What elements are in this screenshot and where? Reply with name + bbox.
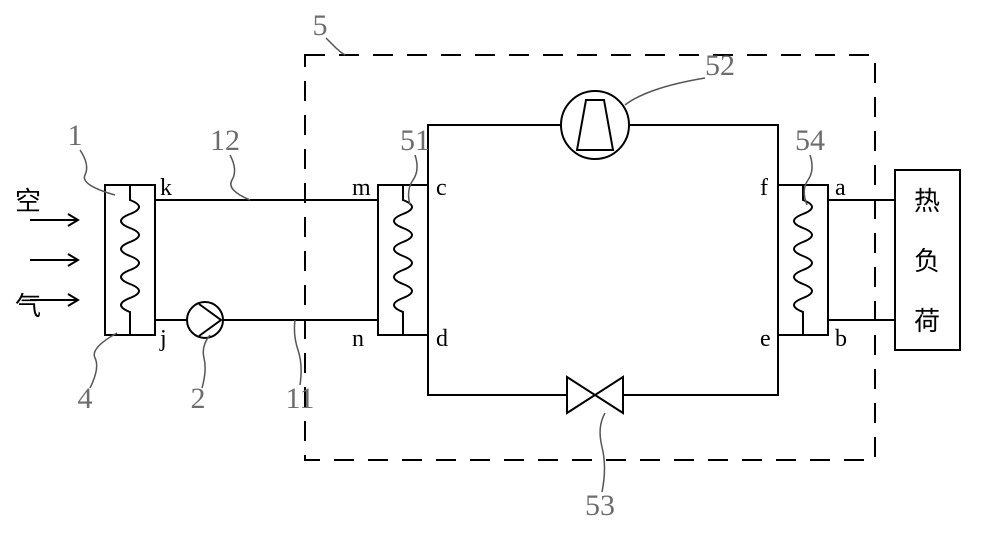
compressor (561, 91, 629, 159)
callout-4: 4 (78, 333, 118, 415)
port-d: d (436, 326, 448, 352)
wire-valve-e (623, 320, 778, 395)
port-c: c (436, 175, 447, 201)
port-m: m (352, 175, 371, 201)
diagram-canvas: 热 负 荷 空 气 (0, 0, 1000, 541)
port-e: e (760, 326, 771, 352)
svg-text:53: 53 (585, 489, 615, 522)
air-label-bot: 气 (15, 292, 41, 321)
callout-53: 53 (585, 413, 615, 522)
hx-right (778, 185, 828, 335)
callout-52: 52 (625, 49, 735, 105)
svg-text:54: 54 (795, 124, 825, 157)
callout-5: 5 (313, 9, 346, 55)
callout-51: 51 (400, 124, 430, 205)
load-label-3: 荷 (914, 307, 940, 336)
air-label-top: 空 (15, 187, 41, 216)
port-b: b (835, 326, 847, 352)
callout-12: 12 (210, 124, 250, 200)
callout-54: 54 (795, 124, 825, 205)
wire-c-compressor (428, 125, 561, 200)
load-label-1: 热 (914, 187, 940, 216)
port-j: j (159, 326, 167, 352)
load-label-2: 负 (914, 247, 940, 276)
air-inlet: 空 气 (15, 187, 78, 321)
port-a: a (835, 175, 846, 201)
svg-text:51: 51 (400, 124, 430, 157)
svg-text:12: 12 (210, 124, 240, 157)
port-f: f (760, 175, 768, 201)
svg-text:1: 1 (68, 119, 83, 152)
svg-text:11: 11 (286, 382, 315, 415)
port-n: n (352, 326, 364, 352)
valve (567, 377, 623, 413)
load-box: 热 负 荷 (895, 170, 960, 350)
wire-d-valve (428, 320, 567, 395)
svg-text:5: 5 (313, 9, 328, 42)
hx-mid (378, 185, 428, 335)
wire-compressor-f (629, 125, 778, 200)
callout-2: 2 (191, 335, 211, 415)
callout-1: 1 (68, 119, 116, 195)
hx-left (105, 185, 155, 335)
port-k: k (160, 175, 172, 201)
pump (187, 302, 223, 338)
svg-text:52: 52 (705, 49, 735, 82)
svg-text:2: 2 (191, 382, 206, 415)
callout-11: 11 (286, 320, 315, 415)
